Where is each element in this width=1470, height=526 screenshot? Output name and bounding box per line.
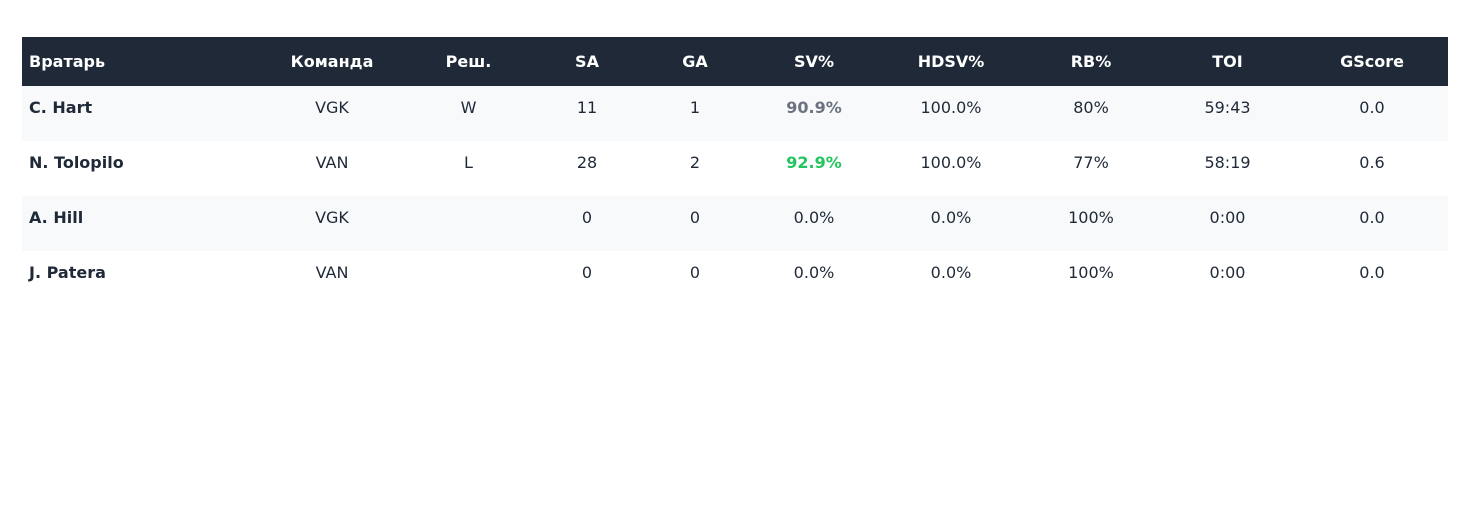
header-hdsv-pct[interactable]: HDSV% [879,37,1023,86]
cell-gscore: 0.6 [1359,153,1385,172]
cell-hdsv-pct: 100.0% [920,98,982,117]
cell-ga: 1 [689,98,701,117]
table-row: N. Tolopilo VAN L 28 2 92.9% 100.0% 77% 58:19 0.6 [22,141,1448,196]
header-team[interactable]: Команда [260,37,404,86]
cell-toi: 59:43 [1204,98,1251,117]
cell-toi: 58:19 [1204,153,1251,172]
cell-team: VGK [315,98,349,117]
cell-toi: 0:00 [1209,208,1246,227]
cell-rb-pct: 77% [1073,153,1109,172]
table-row: C. Hart VGK W 11 1 90.9% 100.0% 80% 59:43 0.0 [22,86,1448,141]
cell-rb-pct: 80% [1073,98,1109,117]
cell-goalie: J. Patera [29,263,106,282]
cell-decision [404,196,533,251]
header-row: Вратарь Команда Реш. SA GA SV% HDSV% RB% TOI GSco… [22,37,1448,86]
cell-goalie: A. Hill [29,208,84,227]
header-sa[interactable]: SA [533,37,641,86]
header-sv-pct[interactable]: SV% [749,37,879,86]
cell-decision: L [464,153,473,172]
cell-sv-pct: 0.0% [793,263,835,282]
cell-team: VAN [315,153,349,172]
cell-sa: 0 [581,263,593,282]
header-goalie[interactable]: Вратарь [22,37,260,86]
header-decision[interactable]: Реш. [404,37,533,86]
cell-ga: 2 [689,153,701,172]
goalie-stats-table: Вратарь Команда Реш. SA GA SV% HDSV% RB% TOI GSco… [22,37,1448,306]
header-toi[interactable]: TOI [1159,37,1296,86]
header-gscore[interactable]: GScore [1296,37,1448,86]
header-ga[interactable]: GA [641,37,749,86]
cell-team: VGK [315,208,349,227]
cell-hdsv-pct: 100.0% [920,153,982,172]
cell-decision: W [460,98,477,117]
cell-gscore: 0.0 [1359,263,1385,282]
cell-gscore: 0.0 [1359,98,1385,117]
cell-sv-pct: 0.0% [793,208,835,227]
cell-goalie: N. Tolopilo [29,153,124,172]
cell-team: VAN [315,263,349,282]
table-row: J. Patera VAN 0 0 0.0% 0.0% 100% 0:00 0.0 [22,251,1448,306]
cell-sa: 28 [576,153,598,172]
cell-rb-pct: 100% [1068,208,1114,227]
cell-ga: 0 [689,208,701,227]
cell-ga: 0 [689,263,701,282]
cell-decision [404,251,533,306]
cell-sa: 0 [581,208,593,227]
cell-goalie: C. Hart [29,98,93,117]
cell-hdsv-pct: 0.0% [930,263,972,282]
header-rb-pct[interactable]: RB% [1023,37,1159,86]
cell-rb-pct: 100% [1068,263,1114,282]
cell-sv-pct: 90.9% [786,98,842,117]
cell-gscore: 0.0 [1359,208,1385,227]
cell-sv-pct: 92.9% [786,153,842,172]
table-row: A. Hill VGK 0 0 0.0% 0.0% 100% 0:00 0.0 [22,196,1448,251]
cell-toi: 0:00 [1209,263,1246,282]
cell-hdsv-pct: 0.0% [930,208,972,227]
cell-sa: 11 [576,98,598,117]
